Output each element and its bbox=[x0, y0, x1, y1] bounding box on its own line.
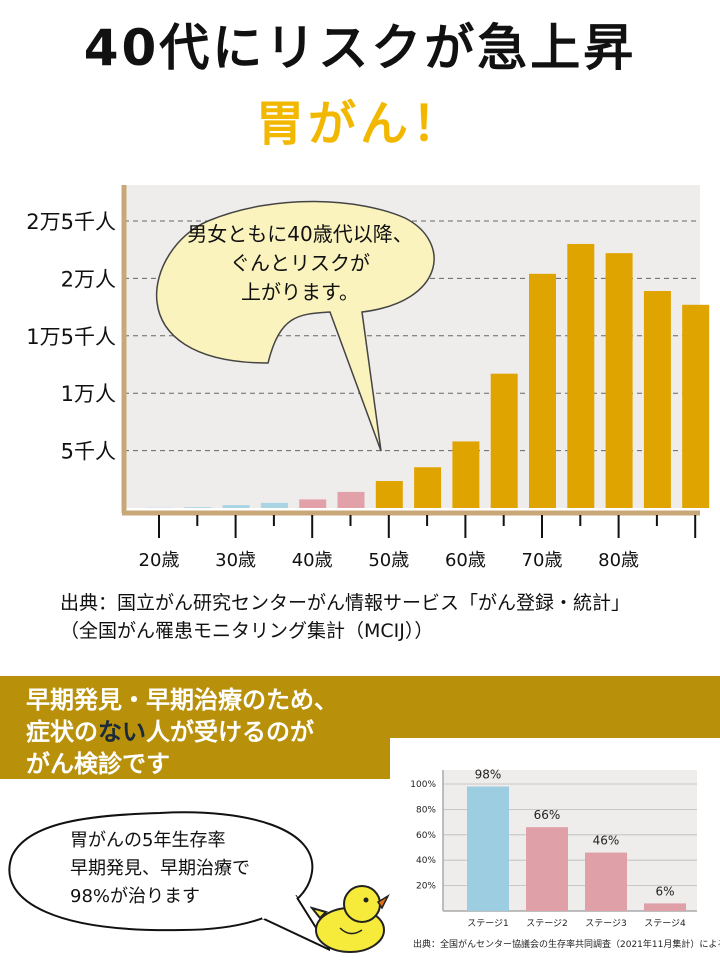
x-tick-label: 30歳 bbox=[215, 550, 256, 571]
small-y-tick-label: 20% bbox=[416, 882, 436, 892]
bar bbox=[567, 243, 595, 508]
bar bbox=[605, 253, 633, 508]
y-tick-label: 1万5千人 bbox=[26, 325, 116, 349]
x-tick-label: 40歳 bbox=[292, 550, 333, 571]
survival-chart-source: 出典：全国がんセンター協議会の生存率共同調査（2021年11月集計）による bbox=[413, 940, 720, 950]
banner-line-2: 症状のない人が受けるのが bbox=[26, 718, 314, 746]
survival-rate-chart: 20% 40% 60% 80% 100% 98% ステージ1 66% ステージ2 46% ステージ3… bbox=[410, 768, 697, 929]
bar bbox=[414, 467, 442, 508]
bar bbox=[337, 491, 365, 508]
callout-bubble bbox=[155, 200, 435, 452]
small-value-label: 6% bbox=[655, 884, 674, 898]
page-title: 40代にリスクが急上昇 bbox=[83, 19, 637, 77]
banner-line-1: 早期発見・早期治療のため、 bbox=[26, 686, 338, 714]
main-bar-chart: 5千人 1万人 1万5千人 2万人 2万5千人 20歳 30歳 40歳 50歳 60歳 70歳 80歳 bbox=[26, 185, 710, 571]
bar bbox=[299, 499, 327, 508]
bar bbox=[222, 505, 250, 508]
chick-illustration bbox=[310, 885, 390, 953]
screening-banner: 早期発見・早期治療のため、 症状のない人が受けるのが がん検診です bbox=[0, 676, 720, 779]
x-tick-label: 50歳 bbox=[368, 550, 409, 571]
survival-text-line: 早期発見、早期治療で bbox=[70, 858, 250, 879]
small-value-label: 98% bbox=[475, 768, 502, 782]
bar bbox=[643, 291, 671, 508]
callout-line: 男女ともに40歳代以降、 bbox=[187, 222, 413, 246]
callout-line: 上がります。 bbox=[241, 280, 359, 304]
bar bbox=[260, 502, 288, 508]
small-y-tick-label: 40% bbox=[416, 856, 436, 866]
survival-speech-bubble bbox=[8, 811, 330, 951]
y-tick-label: 1万人 bbox=[61, 382, 116, 406]
bar bbox=[490, 373, 518, 508]
small-category-label: ステージ1 bbox=[467, 918, 509, 929]
x-tick-label: 80歳 bbox=[598, 550, 639, 571]
callout-line: ぐんとリスクが bbox=[230, 251, 370, 275]
x-tick-label: 20歳 bbox=[139, 550, 180, 571]
x-tick-label: 70歳 bbox=[522, 550, 563, 571]
page-subtitle: 胃がん！ bbox=[255, 96, 464, 152]
small-value-label: 66% bbox=[534, 808, 561, 822]
bar bbox=[375, 481, 403, 508]
small-bar bbox=[526, 827, 568, 911]
bar bbox=[682, 304, 710, 508]
small-category-label: ステージ4 bbox=[644, 918, 686, 929]
small-y-tick-label: 100% bbox=[410, 780, 436, 790]
small-bar bbox=[644, 903, 686, 911]
small-bar bbox=[585, 852, 627, 911]
bar bbox=[184, 507, 212, 508]
survival-text-line: 98%が治ります bbox=[70, 886, 201, 907]
small-y-tick-label: 60% bbox=[416, 831, 436, 841]
small-value-label: 46% bbox=[593, 834, 620, 848]
small-bar bbox=[467, 786, 509, 911]
y-tick-label: 5千人 bbox=[61, 440, 116, 464]
main-chart-source-sub: （全国がん罹患モニタリング集計（MCIJ）） bbox=[60, 620, 434, 642]
small-category-label: ステージ3 bbox=[585, 918, 627, 929]
small-category-label: ステージ2 bbox=[526, 918, 568, 929]
banner-line-3: がん検診です bbox=[26, 750, 170, 778]
survival-text-line: 胃がんの5年生存率 bbox=[70, 830, 226, 851]
bar bbox=[452, 441, 480, 508]
small-y-tick-label: 80% bbox=[416, 805, 436, 815]
bar bbox=[529, 273, 556, 508]
x-tick-label: 60歳 bbox=[445, 550, 486, 571]
y-tick-label: 2万5千人 bbox=[26, 210, 116, 234]
y-tick-label: 2万人 bbox=[61, 267, 116, 291]
banner-highlight: ない bbox=[98, 718, 146, 746]
main-chart-source: 出典：国立がん研究センターがん情報サービス「がん登録・統計」 bbox=[60, 592, 631, 614]
